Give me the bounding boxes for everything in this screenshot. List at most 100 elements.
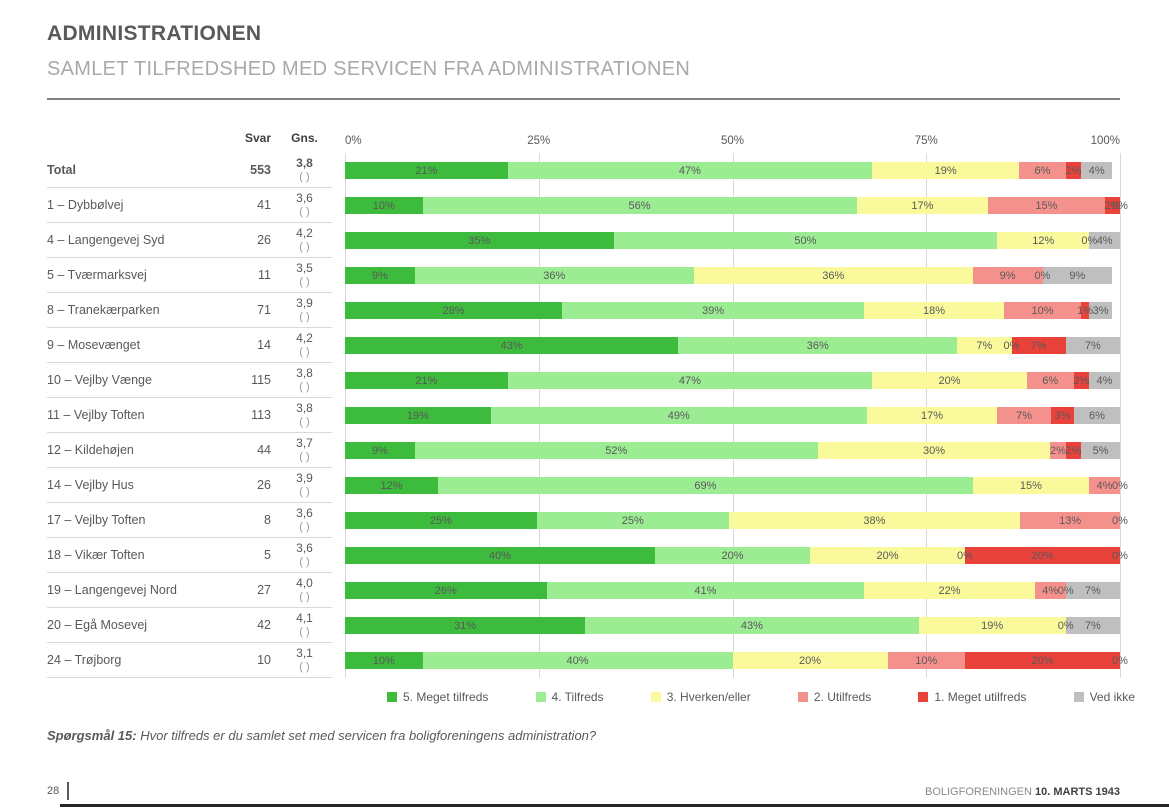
bar-segment: 2% [1050, 442, 1066, 459]
row-gns-note: ( ) [299, 310, 310, 323]
bar-segment-label: 3% [1054, 409, 1071, 422]
bar-segment: 2% [1066, 442, 1081, 459]
legend-swatch [535, 692, 546, 702]
footer-line [60, 804, 1169, 807]
bar-segment-label: 9% [1069, 269, 1086, 282]
row-gns: 4,0( ) [277, 573, 332, 608]
bar-segment-label: 4% [1096, 234, 1113, 247]
row-gns-value: 3,1 [296, 645, 313, 660]
table-row: 1 – Dybbølvej 41 3,6( ) 10% 56% 17% 15% 2% 0% [47, 188, 1128, 223]
row-svar: 26 [232, 468, 277, 503]
bar-segment-label: 43% [500, 339, 523, 352]
bar-segment-label: 43% [740, 619, 763, 632]
bar-segment-label: 7% [1084, 584, 1101, 597]
bar-segment: 50% [613, 232, 998, 249]
bar-segment-label: 10% [372, 654, 395, 667]
bar-segment-label: 7% [1084, 339, 1101, 352]
stacked-bar: 31% 43% 19% 0% 7% [345, 617, 1120, 634]
footer-source: BOLIGFORENINGEN 10. MARTS 1943 [925, 786, 1120, 798]
table-row: 19 – Langengevej Nord 27 4,0( ) 26% 41% 22% 4%… [47, 573, 1120, 608]
row-gns-note: ( ) [299, 660, 310, 673]
row-gns: 3,9( ) [277, 468, 332, 503]
stacked-bar: 26% 41% 22% 4% 0% 7% [345, 582, 1120, 599]
bar-segment-label: 0% [1003, 339, 1020, 352]
bar-segment: 7% [1065, 617, 1120, 634]
row-gns-value: 4,0 [296, 575, 313, 590]
stacked-bar: 10% 40% 20% 10% 20% 0% [345, 652, 1128, 669]
bar-segment: 25% [345, 512, 537, 529]
row-svar: 14 [232, 328, 277, 363]
row-bar-cell: 26% 41% 22% 4% 0% 7% [332, 573, 1120, 608]
column-header-svar: Svar [244, 131, 271, 145]
bar-segment-label: 28% [442, 304, 465, 317]
row-gns-value: 4,1 [296, 610, 313, 625]
bar-segment: 20% [655, 547, 810, 564]
stacked-bar: 25% 25% 38% 13% 0% [345, 512, 1128, 529]
row-gns: 3,9( ) [277, 293, 332, 328]
bar-segment-label: 6% [1042, 374, 1059, 387]
bar-segment-label: 35% [468, 234, 491, 247]
bar-segment-label: 18% [922, 304, 946, 317]
bar-segment-label: 41% [694, 584, 717, 597]
chart-axis: 0% 25% 50% 75% 100% [332, 113, 1120, 153]
bar-segment-label: 10% [1031, 304, 1054, 317]
bar-segment-label: 19% [981, 619, 1004, 632]
bar-segment: 13% [1020, 512, 1120, 529]
legend-swatch [1073, 692, 1084, 702]
bar-segment: 2% [1065, 162, 1082, 179]
bar-segment-label: 36% [806, 339, 829, 352]
legend-item: 1. Meget utilfreds [918, 690, 1026, 704]
bar-segment: 9% [972, 267, 1043, 284]
bar-segment: 10% [345, 652, 423, 669]
table-row: 20 – Egå Mosevej 42 4,1( ) 31% 43% 19% 0% 7% [47, 608, 1120, 643]
bar-segment: 35% [345, 232, 614, 249]
bar-segment: 10% [887, 652, 965, 669]
row-gns-value: 3,7 [296, 435, 313, 450]
bar-segment: 3% [1089, 302, 1113, 319]
bar-segment: 10% [1003, 302, 1082, 319]
row-svar: 41 [232, 188, 277, 223]
row-svar: 26 [232, 223, 277, 258]
stacked-bar: 40% 20% 20% 0% 20% 0% [345, 547, 1128, 564]
bar-segment-label: 20% [1031, 549, 1054, 562]
row-gns-note: ( ) [299, 205, 310, 218]
bar-segment: 5% [1081, 442, 1120, 459]
bar-segment-label: 20% [938, 374, 961, 387]
table-row: 24 – Trøjborg 10 3,1( ) 10% 40% 20% 10% 20% 0% [47, 643, 1128, 678]
legend-item: Ved ikke [1073, 690, 1135, 704]
row-gns-value: 3,8 [296, 400, 313, 415]
row-bar-cell: 10% 56% 17% 15% 2% 0% [332, 188, 1128, 223]
row-label: 12 – Kildehøjen [47, 433, 232, 468]
bar-segment: 17% [856, 197, 989, 214]
bar-segment: 41% [546, 582, 865, 599]
bar-segment: 4% [1081, 162, 1113, 179]
bar-segment-label: 9% [371, 269, 388, 282]
row-bar-cell: 21% 47% 19% 6% 2% 4% [332, 153, 1120, 188]
axis-tick-label: 75% [914, 135, 938, 147]
legend-label: Ved ikke [1089, 690, 1135, 704]
bar-segment-label: 21% [415, 374, 438, 387]
bar-segment-label: 2% [1065, 164, 1082, 177]
gridline [1120, 153, 1121, 678]
bar-segment: 2% [1073, 372, 1090, 389]
row-svar: 553 [232, 153, 277, 188]
bar-segment-label: 69% [694, 479, 717, 492]
bar-segment-label: 31% [454, 619, 477, 632]
bar-segment-label: 7% [976, 339, 993, 352]
legend-label: 3. Hverken/eller [666, 690, 751, 704]
stacked-bar: 43% 36% 7% 0% 7% 7% [345, 337, 1120, 354]
bar-segment: 9% [1042, 267, 1113, 284]
bar-segment-label: 19% [934, 164, 957, 177]
row-label: 18 – Vikær Toften [47, 538, 232, 573]
legend-label: 4. Tilfreds [551, 690, 604, 704]
stacked-bar: 9% 52% 30% 2% 2% 5% [345, 442, 1120, 459]
bar-segment-label: 2% [1073, 374, 1090, 387]
bar-segment-label: 0% [1057, 619, 1074, 632]
bar-segment: 10% [345, 197, 423, 214]
row-gns-note: ( ) [299, 170, 310, 183]
title-rule [47, 98, 1120, 100]
row-label: 8 – Tranekærparken [47, 293, 232, 328]
legend-item: 5. Meget tilfreds [387, 690, 488, 704]
bar-segment: 56% [422, 197, 857, 214]
row-label: 24 – Trøjborg [47, 643, 232, 678]
